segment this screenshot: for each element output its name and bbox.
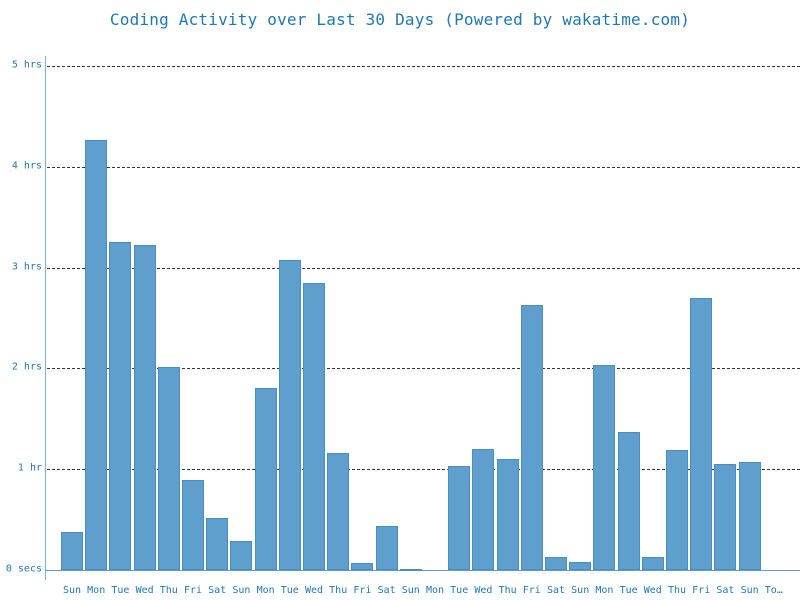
x-tick-label: Sat (716, 585, 735, 596)
bar[interactable] (133, 245, 156, 570)
x-tick-label: Tue (619, 585, 638, 596)
x-tick-label: Wed (643, 585, 662, 596)
bar[interactable] (496, 459, 519, 570)
chart-title: Coding Activity over Last 30 Days (Power… (109, 10, 691, 29)
gridline (47, 469, 800, 470)
x-tick-label: Sun (62, 585, 82, 596)
x-tick-label: Thu (498, 585, 517, 596)
bar[interactable] (254, 388, 277, 570)
bar[interactable] (61, 532, 83, 570)
x-tick-label: Sat (377, 585, 396, 596)
bar[interactable] (157, 367, 180, 570)
x-tick-label: Mon (87, 585, 106, 596)
x-tick-label: Sun (401, 585, 420, 596)
x-tick-label: Thu (667, 585, 687, 596)
bar[interactable] (399, 569, 422, 571)
bar[interactable] (206, 518, 229, 570)
x-tick-label: Tue (111, 585, 130, 596)
gridline (47, 167, 800, 168)
x-tick-label: Fri (522, 585, 541, 596)
x-tick-label: Sat (546, 585, 566, 596)
x-axis (45, 570, 800, 571)
bar[interactable] (351, 563, 374, 570)
x-tick-label: Sun (232, 585, 251, 596)
x-tick-label: Thu (329, 585, 348, 596)
gridline (47, 66, 800, 67)
bar[interactable] (714, 464, 737, 570)
bar[interactable] (85, 140, 108, 570)
y-tick-label: 4 hrs (11, 160, 42, 172)
y-tick-label: 0 secs (5, 563, 42, 575)
bar[interactable] (569, 562, 592, 570)
x-tick-label: Sat (208, 585, 227, 596)
bar[interactable] (375, 526, 398, 570)
x-tick-label: Wed (304, 585, 324, 596)
bar[interactable] (738, 462, 761, 570)
y-tick-label: 5 hrs (11, 59, 42, 71)
y-tick-label: 1 hr (17, 462, 42, 474)
bar[interactable] (472, 449, 495, 570)
bar[interactable] (593, 365, 616, 570)
x-tick-label: Wed (474, 585, 493, 596)
gridline (47, 268, 800, 269)
bar[interactable] (690, 298, 713, 570)
gridline (47, 368, 800, 369)
x-tick-label: Fri (692, 585, 711, 596)
bar[interactable] (327, 453, 350, 570)
bar[interactable] (666, 450, 688, 570)
bar[interactable] (303, 283, 325, 570)
x-tick-label: Mon (256, 585, 275, 596)
bar[interactable] (617, 432, 640, 570)
x-tick-label: Wed (135, 585, 154, 596)
bar[interactable] (448, 466, 471, 570)
y-tick-label: 2 hrs (11, 361, 42, 373)
x-tick-label: Fri (183, 585, 203, 596)
bar[interactable] (520, 305, 543, 570)
bar[interactable] (641, 557, 664, 570)
x-tick-label: To… (764, 585, 783, 596)
bar[interactable] (230, 541, 253, 570)
x-tick-label: Mon (595, 585, 614, 596)
y-axis (45, 56, 46, 580)
bar[interactable] (545, 557, 567, 570)
x-tick-label: Sun (740, 585, 759, 596)
bar[interactable] (278, 260, 301, 570)
x-tick-label: Mon (425, 585, 445, 596)
x-tick-label: Sun (571, 585, 590, 596)
x-tick-label: Tue (450, 585, 469, 596)
x-tick-label: Fri (353, 585, 372, 596)
bar[interactable] (109, 242, 132, 570)
bar[interactable] (182, 480, 204, 570)
y-tick-label: 3 hrs (11, 261, 42, 273)
x-tick-label: Thu (159, 585, 178, 596)
x-tick-label: Tue (280, 585, 299, 596)
